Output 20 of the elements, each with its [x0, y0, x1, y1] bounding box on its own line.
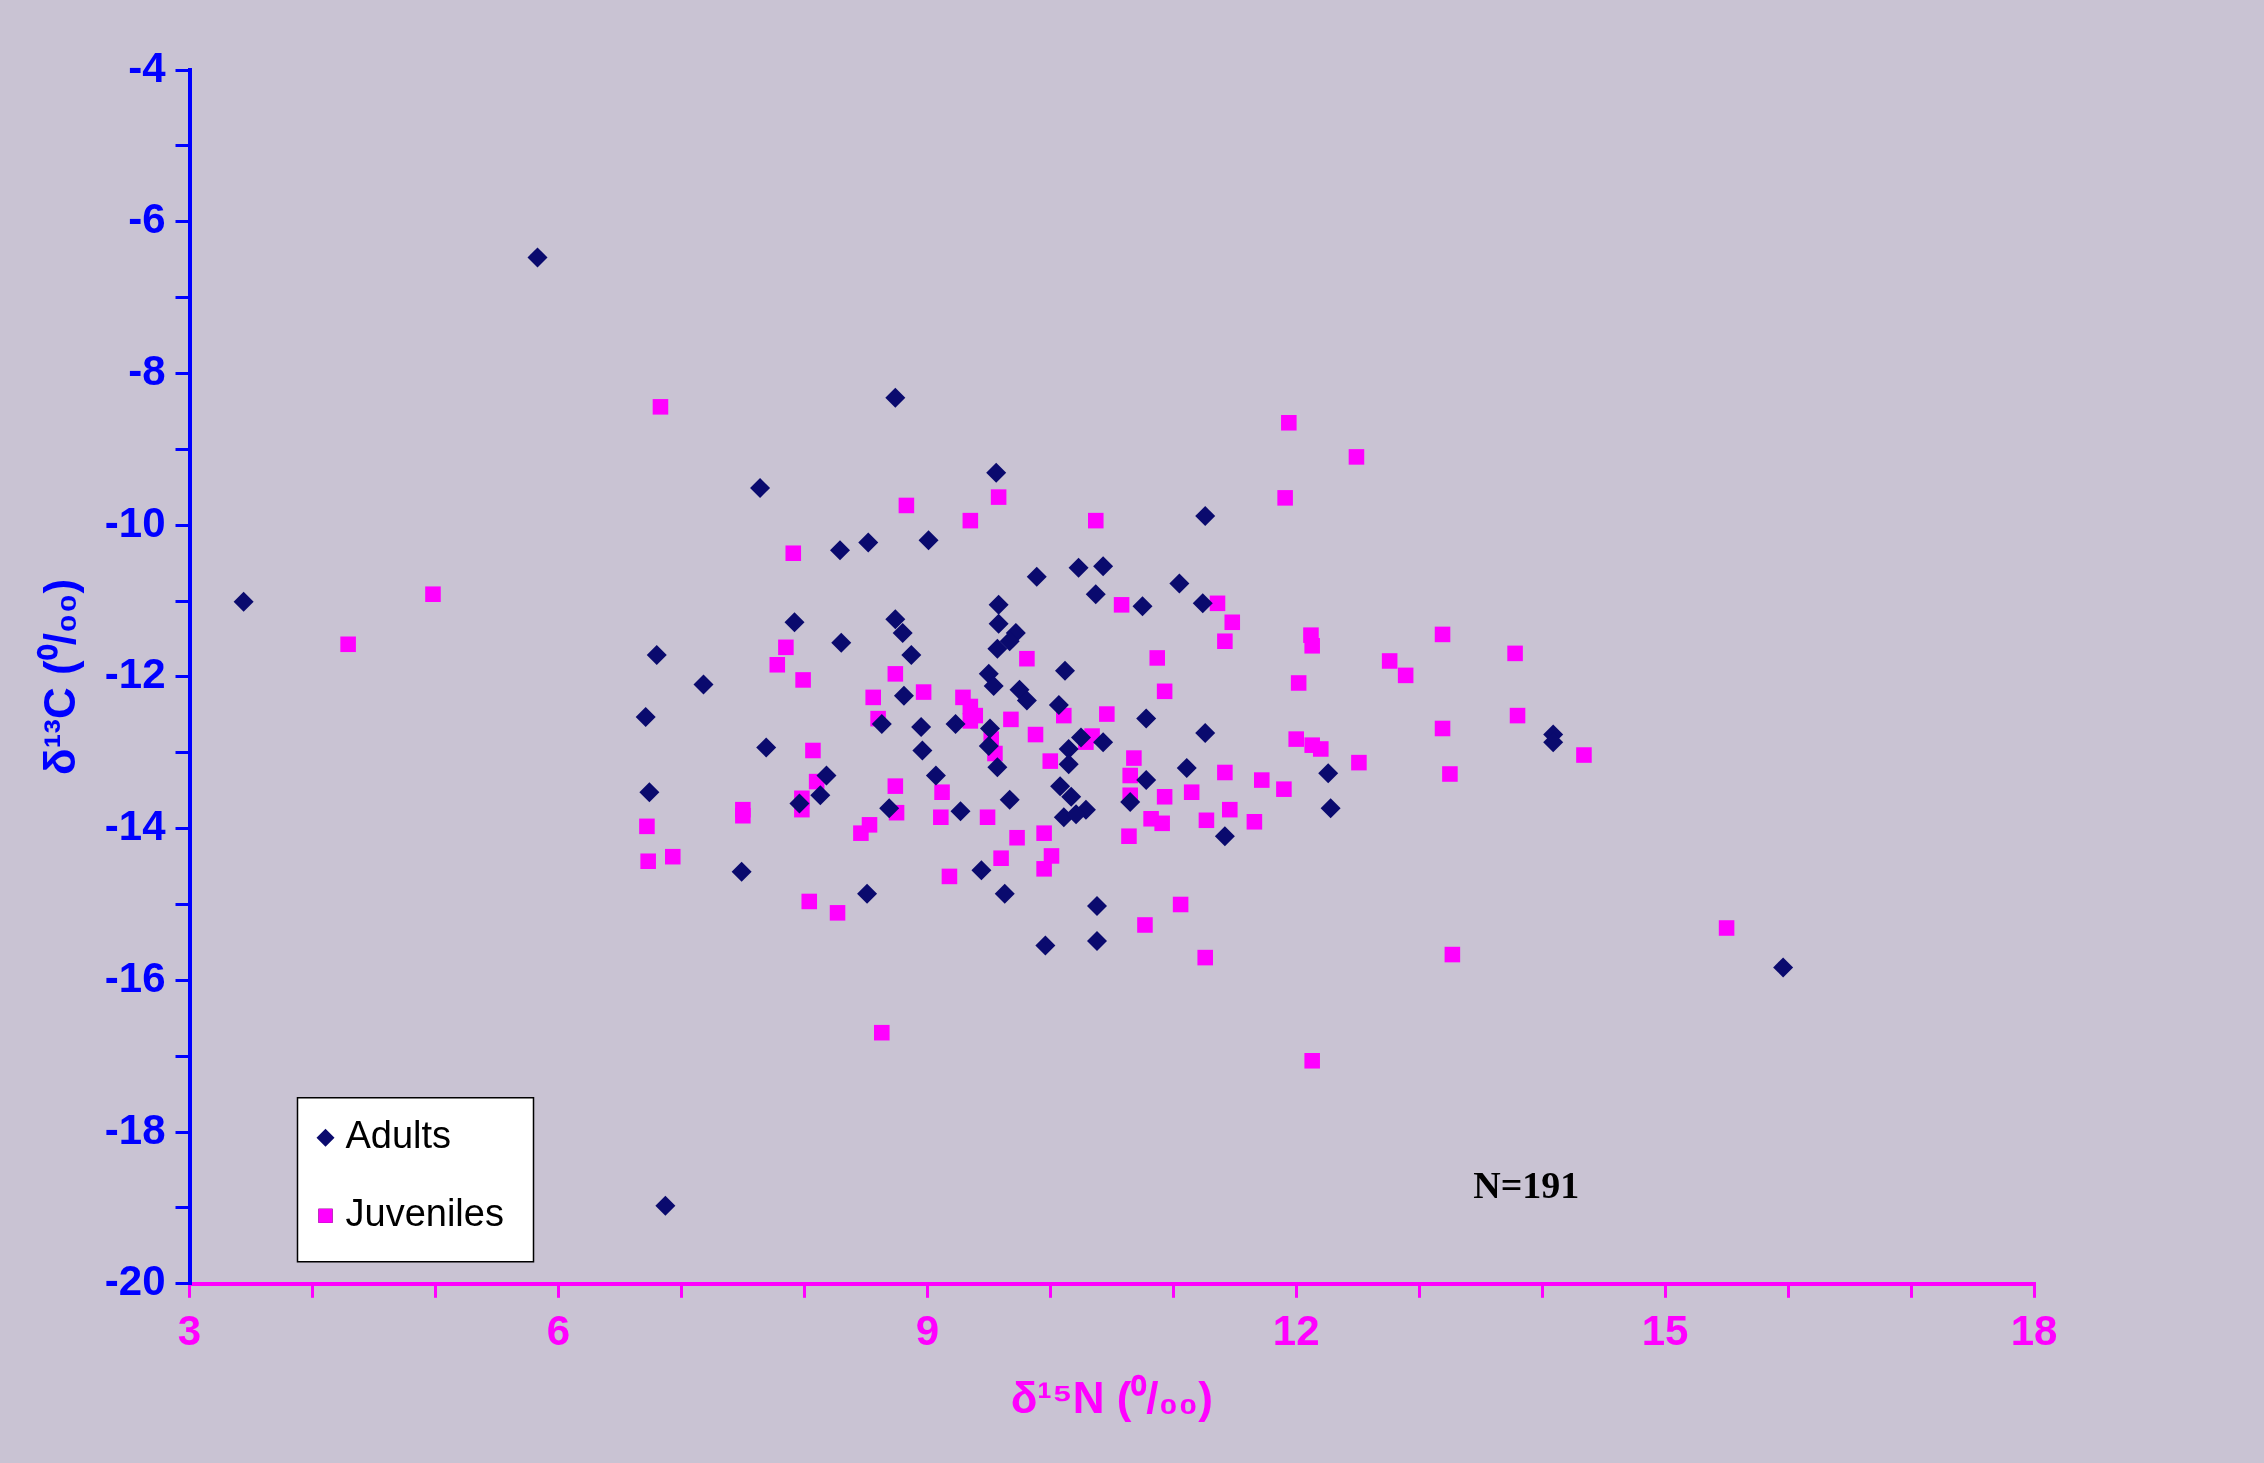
x-tick-label: 6: [546, 1306, 571, 1354]
y-tick-label: -10: [104, 498, 166, 546]
y-axis-title: δ¹³C (⁰/₀₀): [34, 578, 84, 775]
x-tick-label: 9: [915, 1306, 939, 1354]
y-tick-label: -12: [104, 650, 166, 698]
y-tick-label: -8: [128, 347, 166, 395]
x-tick-label: 18: [2010, 1306, 2058, 1354]
y-tick-label: -4: [128, 43, 167, 91]
y-tick-label: -18: [104, 1105, 166, 1153]
x-axis-title: δ¹⁵N (⁰/₀₀): [1010, 1372, 1213, 1422]
y-tick-label: -6: [128, 195, 166, 243]
legend-label: Adults: [345, 1114, 452, 1157]
annotation: N=191: [1473, 1163, 1580, 1206]
x-tick-label: 3: [177, 1306, 202, 1354]
y-tick-label: -16: [104, 953, 166, 1001]
y-tick-label: -14: [104, 802, 167, 850]
y-tick-label: -20: [104, 1257, 166, 1305]
x-tick-label: 15: [1641, 1306, 1689, 1354]
x-tick-label: 12: [1272, 1306, 1320, 1354]
legend-label: Juveniles: [345, 1192, 504, 1235]
